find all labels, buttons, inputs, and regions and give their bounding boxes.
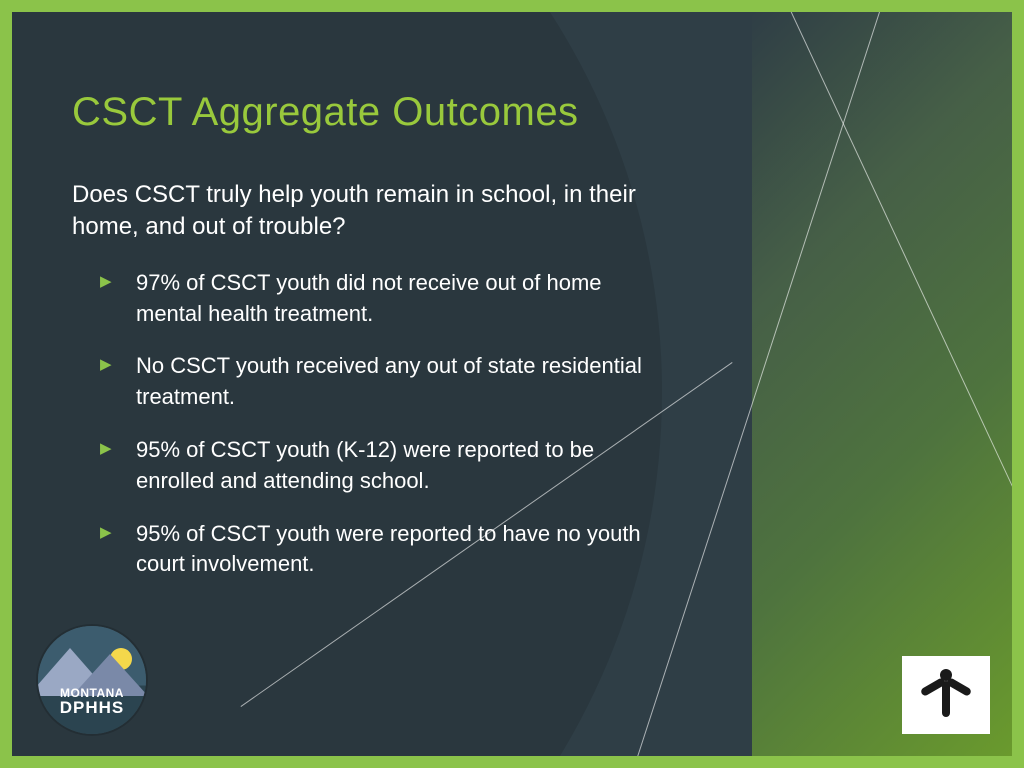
bullet-list: 97% of CSCT youth did not receive out of…: [72, 268, 672, 580]
bullet-item: No CSCT youth received any out of state …: [130, 351, 672, 413]
background-green-panel: [752, 12, 1012, 756]
lead-paragraph: Does CSCT truly help youth remain in sch…: [72, 179, 692, 244]
slide-background: CSCT Aggregate Outcomes Does CSCT truly …: [12, 12, 1012, 756]
content-area: CSCT Aggregate Outcomes Does CSCT truly …: [72, 90, 712, 602]
bullet-item: 95% of CSCT youth (K-12) were reported t…: [130, 435, 672, 497]
person-logo-box: [902, 656, 990, 734]
logo-line2: DPHHS: [38, 699, 146, 716]
logo-text: MONTANA DPHHS: [38, 687, 146, 716]
slide-title: CSCT Aggregate Outcomes: [72, 90, 712, 135]
slide: CSCT Aggregate Outcomes Does CSCT truly …: [0, 0, 1024, 768]
bullet-item: 95% of CSCT youth were reported to have …: [130, 519, 672, 581]
person-arms-up-icon: [918, 667, 974, 723]
montana-dphhs-logo: MONTANA DPHHS: [38, 626, 146, 734]
bullet-item: 97% of CSCT youth did not receive out of…: [130, 268, 672, 330]
